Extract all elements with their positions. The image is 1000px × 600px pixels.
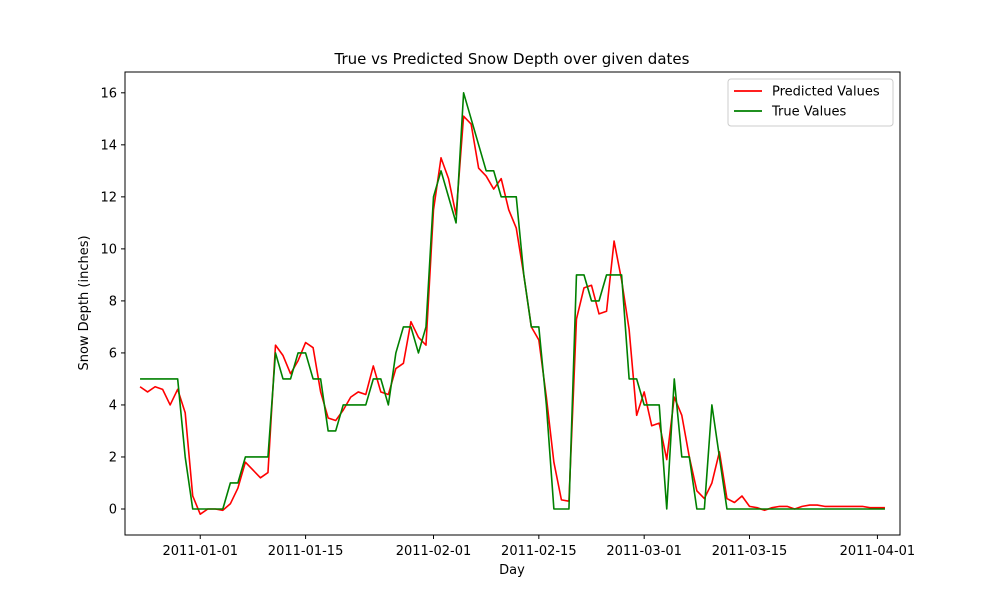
series-line-0: [139, 115, 885, 515]
y-tick-label-1: 2: [109, 450, 117, 465]
series-line-1: [140, 92, 885, 510]
y-tick-label-0: 0: [109, 502, 117, 517]
y-tick-label-7: 14: [100, 138, 117, 153]
legend-label-1: True Values: [771, 105, 846, 120]
x-tick-label-3: 2011-02-15: [501, 544, 577, 559]
y-tick-label-5: 10: [100, 242, 117, 257]
y-tick-label-8: 16: [100, 86, 117, 101]
x-axis: 2011-01-01 2011-01-15 2011-02-01 2011-02-15…: [162, 535, 915, 559]
legend-label-0: Predicted Values: [772, 85, 880, 100]
chart-title: True vs Predicted Snow Depth over given …: [334, 50, 690, 68]
x-axis-label: Day: [499, 563, 525, 578]
x-tick-label-2: 2011-02-01: [396, 544, 472, 559]
y-axis: 0 2 4 6 8 10 12 14 16: [100, 86, 125, 517]
y-tick-label-2: 4: [109, 398, 117, 413]
series-layer: [139, 92, 885, 515]
x-tick-label-4: 2011-03-01: [606, 544, 682, 559]
plot-area-frame: [124, 71, 901, 536]
x-tick-label-5: 2011-03-15: [712, 544, 788, 559]
legend: Predicted Values True Values: [727, 78, 894, 127]
y-tick-label-4: 8: [109, 294, 117, 309]
legend-box: [727, 78, 894, 127]
y-axis-label: Snow Depth (inches): [77, 235, 92, 370]
x-tick-label-6: 2011-04-01: [840, 544, 916, 559]
y-tick-label-6: 12: [100, 190, 117, 205]
y-tick-label-3: 6: [109, 346, 117, 361]
x-tick-label-0: 2011-01-01: [162, 544, 238, 559]
x-tick-label-1: 2011-01-15: [268, 544, 344, 559]
